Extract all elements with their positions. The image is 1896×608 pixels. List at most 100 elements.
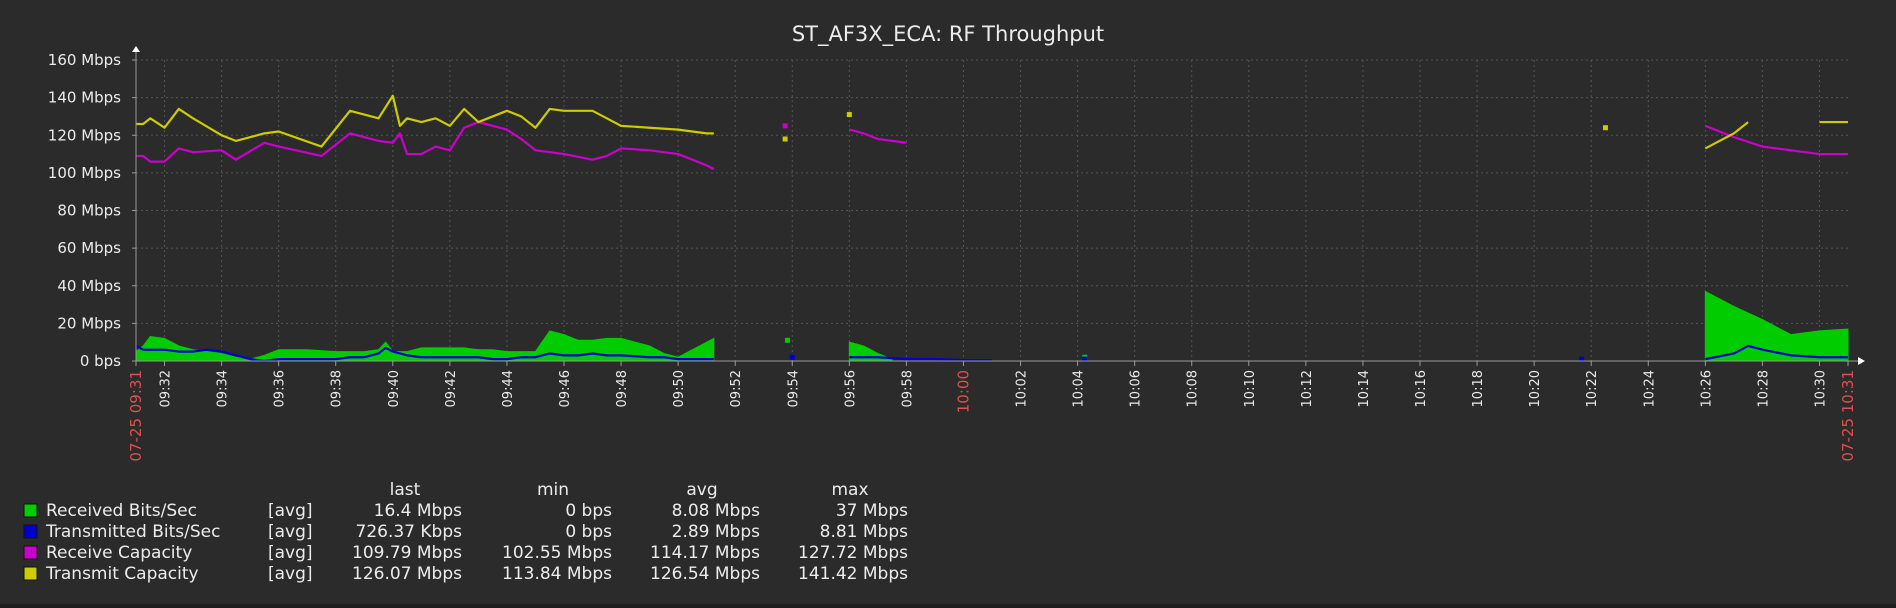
legend-min: 102.55 Mbps xyxy=(502,543,612,563)
legend-func: [avg] xyxy=(268,543,313,563)
series-plot xyxy=(135,94,1849,363)
legend-max: 8.81 Mbps xyxy=(820,522,909,542)
chart-title: ST_AF3X_ECA: RF Throughput xyxy=(792,22,1104,47)
legend-max: 141.42 Mbps xyxy=(798,564,908,584)
x-tick-label: 09:36 xyxy=(273,370,288,407)
legend-name: Transmit Capacity xyxy=(45,564,199,584)
x-tick-label: 10:30 xyxy=(1813,370,1828,407)
x-tick-label: 10:00 xyxy=(954,370,972,413)
x-tick-label: 09:56 xyxy=(843,370,858,407)
series-line xyxy=(1705,344,1848,361)
x-tick-label: 09:46 xyxy=(558,370,573,407)
legend-name: Receive Capacity xyxy=(46,543,192,563)
x-tick-label: 10:12 xyxy=(1300,370,1315,407)
x-tick-label: 10:24 xyxy=(1642,370,1657,407)
legend-header-avg: avg xyxy=(686,480,717,500)
x-tick-label: 09:40 xyxy=(387,370,402,407)
x-axis-arrow xyxy=(1858,357,1865,365)
x-tick-label: 09:34 xyxy=(216,370,231,407)
x-tick-label: 09:38 xyxy=(330,370,345,407)
y-tick-label: 20 Mbps xyxy=(57,314,121,332)
series-area xyxy=(1704,290,1849,362)
series-area xyxy=(135,330,715,362)
legend-header-last: last xyxy=(390,480,421,500)
x-tick-label: 09:50 xyxy=(672,370,687,407)
legend-last: 726.37 Kbps xyxy=(356,522,463,542)
legend-swatch xyxy=(23,524,38,539)
legend-name: Transmitted Bits/Sec xyxy=(45,522,220,542)
series-point xyxy=(789,354,795,360)
x-tick-label: 10:06 xyxy=(1129,370,1144,407)
series-point xyxy=(1579,356,1585,362)
series-line xyxy=(849,356,992,362)
x-tick-label: 10:16 xyxy=(1414,370,1429,407)
legend-header-min: min xyxy=(537,480,569,500)
legend-max: 127.72 Mbps xyxy=(798,543,908,563)
legend-name: Received Bits/Sec xyxy=(46,501,197,521)
y-tick-label: 80 Mbps xyxy=(57,202,121,220)
y-tick-label: 140 Mbps xyxy=(48,89,121,107)
legend-func: [avg] xyxy=(268,501,313,521)
legend-avg: 2.89 Mbps xyxy=(672,522,761,542)
y-axis-arrow xyxy=(132,46,140,52)
x-tick-label: 10:22 xyxy=(1585,370,1600,407)
legend-last: 16.4 Mbps xyxy=(374,501,463,521)
y-tick-label: 100 Mbps xyxy=(48,164,121,182)
legend-func: [avg] xyxy=(268,522,313,542)
x-tick-label: 09:54 xyxy=(786,370,801,407)
legend-func: [avg] xyxy=(268,564,313,584)
series-line xyxy=(1704,124,1848,156)
legend-swatch xyxy=(23,566,38,581)
series-point xyxy=(782,136,788,142)
legend-min: 0 bps xyxy=(565,501,612,521)
x-tick-label: 07-25 09:31 xyxy=(127,370,145,462)
x-tick-label: 09:42 xyxy=(444,370,459,407)
legend-avg: 8.08 Mbps xyxy=(672,501,761,521)
series-point xyxy=(785,337,791,343)
y-tick-label: 160 Mbps xyxy=(48,51,121,69)
legend-last: 109.79 Mbps xyxy=(352,543,462,563)
series-line xyxy=(135,344,714,363)
series-line xyxy=(1704,121,1749,150)
legend-min: 113.84 Mbps xyxy=(502,564,612,584)
series-point xyxy=(1602,125,1608,131)
x-tick-label: 09:52 xyxy=(729,370,744,407)
legend-avg: 114.17 Mbps xyxy=(650,543,760,563)
legend-last: 126.07 Mbps xyxy=(352,564,462,584)
x-tick-label: 09:58 xyxy=(900,370,915,407)
x-tick-label: 10:18 xyxy=(1471,370,1486,407)
x-tick-label: 10:14 xyxy=(1357,370,1372,407)
x-tick-label: 09:44 xyxy=(501,370,516,407)
legend-avg: 126.54 Mbps xyxy=(650,564,760,584)
axes: 0 bps 20 Mbps 40 Mbps 60 Mbps 80 Mbps 100 Mbp… xyxy=(48,46,1865,462)
y-tick-label: 40 Mbps xyxy=(57,277,121,295)
legend-swatch xyxy=(23,545,38,560)
legend-min: 0 bps xyxy=(565,522,612,542)
y-tick-label: 60 Mbps xyxy=(57,239,121,257)
x-tick-label: 10:20 xyxy=(1528,370,1543,407)
series-point xyxy=(1082,356,1088,362)
y-tick-label: 120 Mbps xyxy=(48,126,121,144)
series-point xyxy=(846,112,852,118)
series-line xyxy=(136,120,715,171)
x-tick-label: 10:26 xyxy=(1699,370,1714,407)
x-tick-label: 10:28 xyxy=(1756,370,1771,407)
series-line xyxy=(136,94,714,148)
x-tick-label: 10:08 xyxy=(1186,370,1201,407)
x-tick-label: 07-25 10:31 xyxy=(1839,370,1857,462)
legend-max: 37 Mbps xyxy=(836,501,908,521)
x-tick-label: 10:02 xyxy=(1015,370,1030,407)
y-tick-label: 0 bps xyxy=(80,352,121,370)
series-line xyxy=(849,128,907,144)
x-tick-label: 09:48 xyxy=(615,370,630,407)
legend-swatch xyxy=(23,503,38,518)
series-point xyxy=(782,123,788,129)
legend: last min avg max Received Bits/Sec [avg] 16.4 … xyxy=(23,480,909,584)
legend-header-max: max xyxy=(831,480,868,500)
x-tick-label: 10:10 xyxy=(1243,370,1258,407)
x-tick-label: 10:04 xyxy=(1072,370,1087,407)
grid xyxy=(136,59,1848,361)
x-tick-label: 09:32 xyxy=(159,370,174,407)
